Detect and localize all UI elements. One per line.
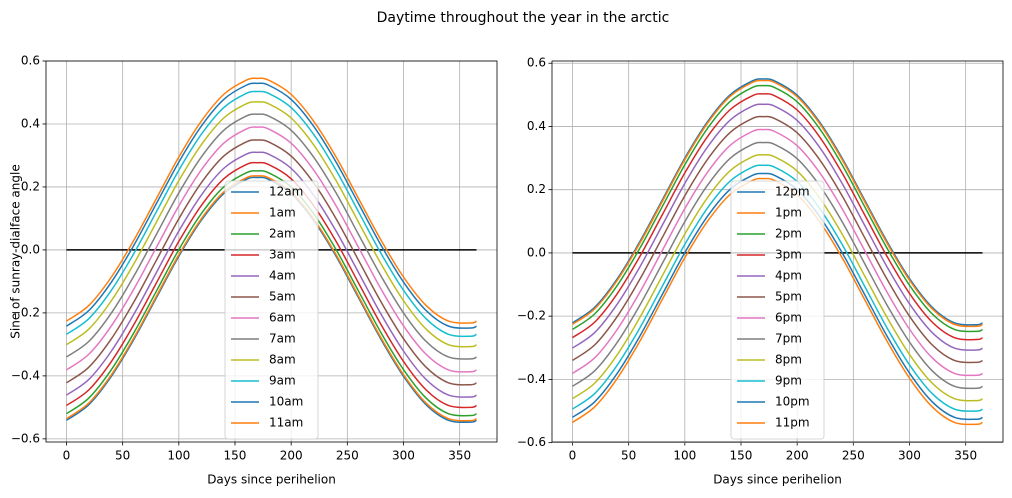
x-tick-label: 150 [730,449,753,463]
legend-label: 7am [269,332,296,346]
y-tick-label: −0.4 [11,368,40,382]
legend-label: 4am [269,269,296,283]
legend-label: 6am [269,311,296,325]
series-line [66,90,477,338]
legend-label: 11pm [775,416,810,430]
y-tick-label: −0.2 [517,309,546,323]
legend-label: 12am [269,185,303,199]
y-tick-label: 0.6 [527,56,546,70]
series-line [572,79,983,328]
legend-label: 1am [269,206,296,220]
y-tick-label: 0.4 [527,119,546,133]
x-tick-label: 300 [898,449,921,463]
legend-label: 8am [269,353,296,367]
y-tick-label: 0.2 [21,179,40,193]
series-line [66,126,477,373]
x-tick-label: 100 [167,449,190,463]
x-tick-label: 100 [673,449,696,463]
legend-label: 7pm [775,332,802,346]
series-line [66,139,477,386]
y-tick-label: −0.6 [11,431,40,445]
legend-label: 5am [269,290,296,304]
series-line [572,177,983,426]
series-line [66,170,477,417]
x-axis-label: Days since perihelion [713,473,842,487]
legend-label: 10am [269,395,303,409]
x-tick-label: 350 [448,449,471,463]
legend-label: 12pm [775,185,810,199]
y-tick-label: 0.0 [527,245,546,259]
series-line [66,77,477,324]
series-line [66,175,477,422]
y-tick-label: −0.6 [517,435,546,449]
x-tick-label: 50 [621,449,636,463]
legend-label: 1pm [775,206,802,220]
series-line [572,128,983,377]
legend-box [224,180,319,440]
legend-label: 9pm [775,374,802,388]
legend-label: 3am [269,248,296,262]
series-line [66,101,477,348]
x-tick-label: 300 [392,449,415,463]
x-tick-label: 350 [954,449,977,463]
x-tick-label: 250 [336,449,359,463]
x-tick-label: 200 [786,449,809,463]
plot-area [66,77,477,424]
series-line [66,113,477,360]
series-line [572,115,983,364]
y-tick-label: 0.4 [21,116,40,130]
legend-label: 2am [269,227,296,241]
y-tick-label: 0.0 [21,242,40,256]
series-line [66,176,477,424]
x-axis-label: Days since perihelion [207,473,336,487]
legend-label: 8pm [775,353,802,367]
y-tick-label: −0.2 [11,305,40,319]
y-tick-label: −0.4 [517,372,546,386]
y-tick-label: 0.6 [21,54,40,68]
legend-label: 6pm [775,311,802,325]
x-tick-label: 0 [63,449,71,463]
legend-label: 9am [269,374,296,388]
series-line [66,161,477,409]
legend-label: 3pm [775,248,802,262]
x-tick-label: 150 [224,449,247,463]
series-line [572,141,983,390]
plot-area [572,78,983,426]
series-line [572,164,983,412]
x-tick-label: 250 [842,449,865,463]
series-line [572,172,983,421]
series-line [572,93,983,341]
x-tick-label: 200 [280,449,303,463]
legend-label: 11am [269,416,303,430]
legend-label: 5pm [775,290,802,304]
series-line [572,84,983,333]
figure-title: Daytime throughout the year in the arcti… [377,10,670,26]
y-tick-label: 0.2 [527,182,546,196]
legend-label: 2pm [775,227,802,241]
x-tick-label: 0 [569,449,577,463]
series-line [66,82,477,329]
axes-frame [45,60,498,443]
x-tick-label: 50 [115,449,130,463]
series-line [572,154,983,402]
axes-frame [551,60,1004,443]
legend-box [730,180,825,440]
y-axis-label: Sine of sunray-dialface angle [9,164,23,338]
series-line [66,151,477,398]
series-line [572,103,983,351]
legend-label: 10pm [775,395,810,409]
legend-label: 4pm [775,269,802,283]
